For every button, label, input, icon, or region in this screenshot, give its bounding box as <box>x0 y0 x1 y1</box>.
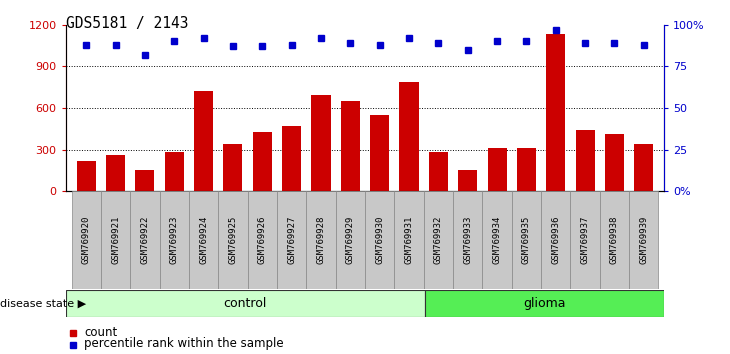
Bar <box>77 161 96 191</box>
Bar <box>194 91 213 191</box>
Text: glioma: glioma <box>523 297 566 310</box>
Bar <box>307 191 336 289</box>
Bar <box>394 191 423 289</box>
Text: GSM769922: GSM769922 <box>140 216 150 264</box>
Text: GSM769939: GSM769939 <box>639 216 648 264</box>
Bar <box>423 191 453 289</box>
Text: GSM769932: GSM769932 <box>434 216 443 264</box>
Bar <box>512 191 541 289</box>
Bar <box>605 134 624 191</box>
Bar <box>282 126 301 191</box>
Text: GSM769929: GSM769929 <box>346 216 355 264</box>
Bar <box>223 144 242 191</box>
Bar <box>600 191 629 289</box>
Bar <box>634 144 653 191</box>
Text: count: count <box>84 326 118 339</box>
Bar <box>453 191 483 289</box>
Bar <box>106 155 125 191</box>
Text: GSM769928: GSM769928 <box>317 216 326 264</box>
Text: GSM769926: GSM769926 <box>258 216 266 264</box>
Bar <box>399 82 418 191</box>
Bar <box>101 191 130 289</box>
Text: GSM769927: GSM769927 <box>287 216 296 264</box>
Bar <box>189 191 218 289</box>
Bar <box>253 132 272 191</box>
Text: GSM769933: GSM769933 <box>464 216 472 264</box>
Bar <box>370 115 389 191</box>
Bar <box>541 191 570 289</box>
Text: disease state ▶: disease state ▶ <box>0 298 86 309</box>
Bar <box>247 191 277 289</box>
Text: GSM769938: GSM769938 <box>610 216 619 264</box>
Bar <box>483 191 512 289</box>
Bar <box>135 170 155 191</box>
Bar <box>425 290 664 317</box>
Bar <box>429 152 448 191</box>
Bar <box>165 152 184 191</box>
Bar <box>312 96 331 191</box>
Text: GSM769936: GSM769936 <box>551 216 560 264</box>
Text: GSM769931: GSM769931 <box>404 216 413 264</box>
Text: GSM769935: GSM769935 <box>522 216 531 264</box>
Text: GSM769925: GSM769925 <box>228 216 237 264</box>
Bar <box>277 191 307 289</box>
Text: GSM769921: GSM769921 <box>111 216 120 264</box>
Bar <box>629 191 658 289</box>
Bar <box>72 191 101 289</box>
Bar <box>160 191 189 289</box>
Text: GSM769930: GSM769930 <box>375 216 384 264</box>
Text: control: control <box>223 297 267 310</box>
Text: GSM769920: GSM769920 <box>82 216 91 264</box>
Bar <box>570 191 600 289</box>
Bar <box>575 130 595 191</box>
Text: GDS5181 / 2143: GDS5181 / 2143 <box>66 16 188 31</box>
Bar <box>218 191 247 289</box>
Bar <box>365 191 394 289</box>
Bar <box>488 148 507 191</box>
Text: GSM769937: GSM769937 <box>580 216 590 264</box>
Bar <box>341 101 360 191</box>
Bar <box>336 191 365 289</box>
Text: percentile rank within the sample: percentile rank within the sample <box>84 337 283 350</box>
Text: GSM769934: GSM769934 <box>493 216 502 264</box>
Bar <box>517 148 536 191</box>
Bar <box>66 290 425 317</box>
Bar <box>130 191 160 289</box>
Text: GSM769923: GSM769923 <box>170 216 179 264</box>
Bar <box>546 34 565 191</box>
Text: GSM769924: GSM769924 <box>199 216 208 264</box>
Bar <box>458 170 477 191</box>
